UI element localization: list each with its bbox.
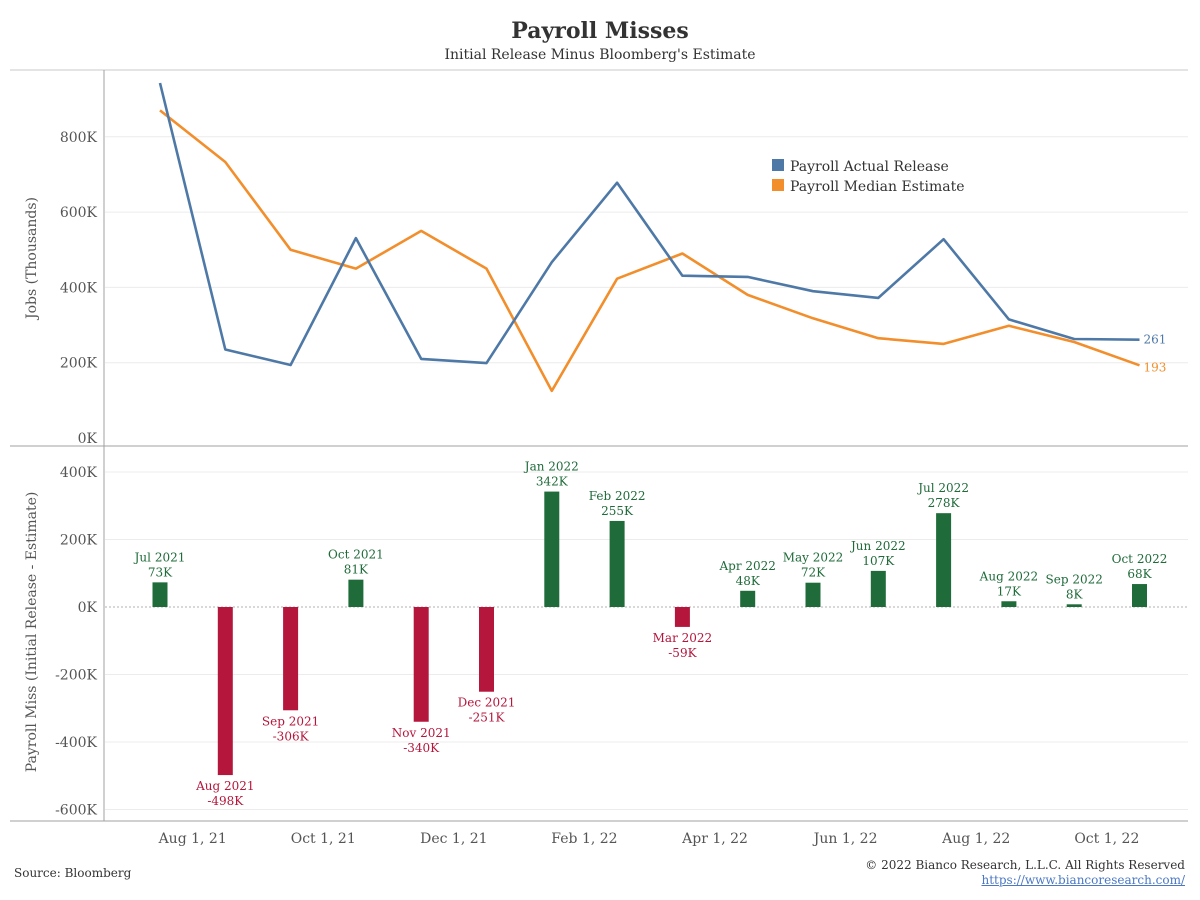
bar-value-label: 342K [536,475,569,489]
bar-month-label: Mar 2022 [653,631,713,645]
series-end-labels: 193 261 [1144,333,1167,375]
bottom-y-tick-label: 200K [60,533,98,549]
bottom-y-tick-label: 400K [60,465,98,481]
bar-month-label: Aug 2021 [195,779,254,793]
bar-month-label: Oct 2021 [328,548,384,562]
bar-value-label: -251K [469,711,506,725]
top-y-axis-title: Jobs (Thousands) [24,197,40,321]
bar-value-label: 255K [601,504,634,518]
copyright-text: © 2022 Bianco Research, L.L.C. All Right… [865,858,1185,872]
legend: Payroll Actual Release Payroll Median Es… [772,159,965,195]
bar-value-label: -306K [273,729,310,743]
x-tick-label: Apr 1, 22 [681,831,748,847]
miss-bar [544,491,560,607]
chart-subtitle: Initial Release Minus Bloomberg's Estima… [444,47,756,63]
miss-bar [1001,601,1017,607]
x-tick-label: Aug 1, 22 [941,831,1010,847]
chart-title: Payroll Misses [511,18,689,44]
miss-bar [217,607,233,776]
website-link[interactable]: https://www.biancoresearch.com/ [981,873,1185,887]
line-series [158,82,1140,393]
miss-bar [805,582,821,607]
bar-month-label: Aug 2022 [979,569,1038,583]
bar-month-label: Feb 2022 [589,489,646,503]
bar-value-label: 72K [801,566,826,580]
bar-month-label: Jul 2022 [916,481,969,495]
bottom-y-tick-label: 0K [78,600,98,616]
legend-swatch-estimate [772,179,784,191]
legend-swatch-actual [772,159,784,171]
miss-bar [152,582,168,607]
bar-value-label: -498K [207,794,244,808]
top-y-tick-label: 200K [60,356,98,372]
x-tick-label: Aug 1, 21 [158,831,227,847]
bar-month-label: Sep 2021 [262,714,319,728]
x-tick-label: Feb 1, 22 [551,831,617,847]
copyright-block: © 2022 Bianco Research, L.L.C. All Right… [865,858,1185,888]
x-tick-label: Oct 1, 22 [1074,831,1139,847]
top-y-tick-label: 600K [60,205,98,221]
miss-bar [740,590,756,607]
bar-month-label: Nov 2021 [392,726,451,740]
x-axis-ticks: Aug 1, 21 Oct 1, 21 Dec 1, 21 Feb 1, 22 Apr … [158,831,1140,847]
bar-month-label: Sep 2022 [1046,572,1103,586]
bottom-gridlines [105,471,1188,810]
miss-bar [609,520,625,607]
actual-release-line [158,82,1140,367]
bar-value-label: 8K [1066,587,1084,601]
miss-bar [348,579,364,607]
bar-value-label: -59K [668,646,697,660]
bar-value-label: 107K [862,554,895,568]
bar-month-label: Jan 2022 [523,460,579,474]
legend-label-estimate: Payroll Median Estimate [790,179,965,195]
miss-bar [936,513,952,607]
top-y-tick-label: 400K [60,280,98,296]
miss-bar [870,570,886,607]
top-y-ticks: 0K 200K 400K 600K 800K [60,130,98,447]
x-tick-label: Oct 1, 21 [291,831,356,847]
bar-month-label: Oct 2022 [1112,552,1168,566]
bottom-y-ticks: -600K -400K -200K 0K 200K 400K [55,465,97,819]
miss-bar [283,607,299,711]
bar-value-label: 73K [148,565,173,579]
bar-value-label: 17K [997,584,1022,598]
bar-value-label: 68K [1127,567,1152,581]
miss-bar [413,607,429,722]
top-y-tick-label: 0K [78,431,98,447]
bar-value-label: 48K [736,574,761,588]
bottom-y-tick-label: -200K [55,668,97,684]
miss-bar [1066,604,1082,607]
bar-month-label: Jul 2021 [133,550,186,564]
bottom-y-axis-title: Payroll Miss (Initial Release - Estimate… [24,492,40,773]
legend-label-actual: Payroll Actual Release [790,159,949,175]
x-tick-label: Jun 1, 22 [812,831,878,847]
bar-month-label: Apr 2022 [718,559,775,573]
miss-bars [152,491,1147,776]
bottom-y-tick-label: -400K [55,735,97,751]
bar-month-label: May 2022 [783,551,844,565]
miss-bar [1132,584,1147,607]
median-estimate-line [159,109,1140,393]
x-tick-label: Dec 1, 21 [420,831,487,847]
actual-end-label: 261 [1144,333,1167,347]
bar-month-label: Jun 2022 [849,539,906,553]
bar-value-label: 278K [928,496,961,510]
estimate-end-label: 193 [1144,360,1167,374]
miss-bar [674,607,690,627]
chart-header: Payroll Misses Initial Release Minus Blo… [0,18,1200,63]
top-y-tick-label: 800K [60,130,98,146]
miss-bar [479,607,494,692]
bar-value-label: -340K [403,741,440,755]
bottom-y-tick-label: -600K [55,803,97,819]
source-note: Source: Bloomberg [14,866,132,880]
bar-value-label: 81K [344,563,369,577]
bar-month-label: Dec 2021 [458,696,516,710]
